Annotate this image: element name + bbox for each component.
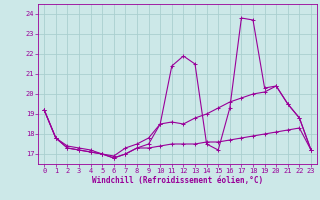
- X-axis label: Windchill (Refroidissement éolien,°C): Windchill (Refroidissement éolien,°C): [92, 176, 263, 185]
